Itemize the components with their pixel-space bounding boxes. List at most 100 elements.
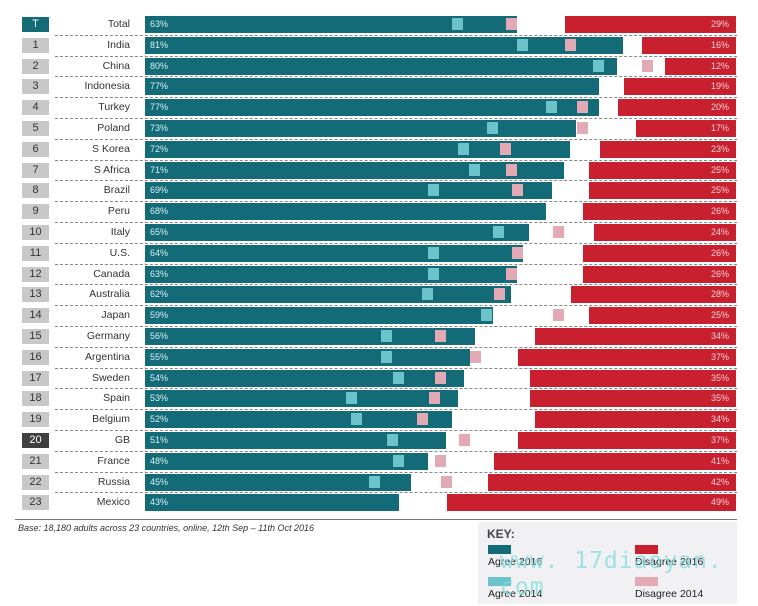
- bar-agree-2016: [145, 494, 399, 512]
- marker-agree-2014: [392, 371, 404, 384]
- value-label-agree: 63%: [150, 19, 169, 29]
- row-separator: [55, 450, 737, 452]
- row-separator: [55, 242, 737, 244]
- bar-disagree-2016: [535, 328, 736, 345]
- value-label-agree: 55%: [150, 351, 169, 362]
- marker-disagree-2014: [494, 288, 505, 301]
- marker-disagree-2014: [499, 142, 511, 155]
- value-label-agree: 63%: [150, 268, 169, 279]
- country-label: S Korea: [92, 142, 130, 155]
- bar-disagree-2016: [529, 369, 736, 387]
- bar-agree-2016: [145, 390, 458, 408]
- bar-disagree-2016: [529, 390, 736, 408]
- country-label: France: [97, 454, 130, 467]
- bar-agree-2016: [145, 473, 411, 491]
- country-label: Japan: [101, 309, 130, 322]
- row-separator: [55, 430, 737, 431]
- value-label-disagree: 37%: [710, 435, 729, 445]
- bar-disagree-2016: [641, 36, 736, 54]
- marker-disagree-2014: [429, 392, 441, 405]
- country-label: Turkey: [98, 101, 130, 114]
- rank-badge: 11: [22, 245, 49, 261]
- country-label: China: [102, 59, 130, 72]
- bar-agree-2016: [145, 244, 523, 262]
- value-label-agree: 77%: [150, 81, 169, 92]
- rank-badge: 20: [22, 433, 49, 448]
- marker-agree-2014: [493, 226, 504, 238]
- rank-badge: 12: [22, 266, 49, 282]
- country-label: Indonesia: [84, 80, 130, 93]
- value-label-disagree: 29%: [710, 19, 729, 29]
- bar-disagree-2016: [588, 182, 736, 200]
- marker-disagree-2014: [511, 246, 523, 259]
- marker-disagree-2014: [440, 475, 452, 488]
- marker-disagree-2014: [435, 454, 446, 467]
- bar-agree-2016: [145, 265, 517, 283]
- bar-agree-2016: [145, 57, 617, 75]
- value-label-disagree: 35%: [710, 393, 729, 404]
- marker-agree-2014: [386, 434, 398, 446]
- bar-agree-2016: [145, 161, 564, 179]
- row-separator: [55, 284, 737, 286]
- marker-disagree-2014: [641, 59, 653, 72]
- rank-badge: 3: [22, 79, 49, 95]
- bar-agree-2016: [145, 286, 511, 304]
- row-separator: [55, 222, 737, 223]
- rank-badge: 7: [22, 162, 49, 178]
- value-label-agree: 53%: [150, 393, 169, 404]
- bar-agree-2016: [145, 78, 600, 96]
- bar-disagree-2016: [582, 265, 736, 283]
- marker-disagree-2014: [576, 101, 588, 114]
- bar-disagree-2016: [635, 120, 736, 137]
- country-label: Canada: [93, 267, 130, 280]
- value-label-agree: 43%: [150, 497, 169, 508]
- country-label: Brazil: [103, 184, 130, 197]
- marker-agree-2014: [422, 288, 434, 301]
- rank-badge: T: [22, 17, 49, 32]
- legend-label-disagree-2016: Disagree 2016: [635, 556, 704, 568]
- rank-badge: 19: [22, 412, 49, 428]
- country-label: Russia: [97, 475, 130, 488]
- country-label: Total: [107, 18, 130, 30]
- country-label: Spain: [103, 392, 130, 405]
- value-label-disagree: 20%: [710, 102, 729, 113]
- country-label: Sweden: [92, 371, 130, 384]
- marker-agree-2014: [457, 142, 469, 155]
- bar-disagree-2016: [588, 161, 736, 179]
- marker-disagree-2014: [417, 413, 429, 426]
- rank-badge: 9: [22, 204, 49, 220]
- value-label-agree: 71%: [150, 164, 169, 175]
- country-label: GB: [114, 434, 130, 446]
- marker-agree-2014: [546, 101, 558, 114]
- bar-disagree-2016: [494, 452, 736, 470]
- marker-disagree-2014: [564, 38, 576, 51]
- rank-badge: 17: [22, 370, 49, 386]
- row-separator: [55, 305, 737, 307]
- value-label-agree: 73%: [150, 123, 169, 133]
- value-label-agree: 69%: [150, 185, 169, 196]
- row-separator: [55, 471, 737, 473]
- value-label-agree: 68%: [150, 206, 169, 217]
- row-separator: [55, 326, 737, 327]
- country-label: Argentina: [85, 350, 130, 363]
- marker-disagree-2014: [505, 163, 517, 176]
- row-separator: [55, 492, 737, 494]
- bar-agree-2016: [145, 36, 623, 54]
- legend-label-disagree-2014: Disagree 2014: [635, 588, 704, 600]
- value-label-agree: 52%: [150, 414, 169, 425]
- country-label: Italy: [110, 226, 130, 238]
- bar-agree-2016: [145, 182, 553, 200]
- marker-disagree-2014: [553, 226, 564, 238]
- marker-disagree-2014: [505, 18, 517, 30]
- legend-swatch-agree-2014: [488, 577, 511, 586]
- rank-badge: 1: [22, 37, 49, 53]
- marker-agree-2014: [369, 475, 381, 488]
- value-label-disagree: 26%: [710, 268, 729, 279]
- rank-badge: 13: [22, 287, 49, 303]
- value-label-disagree: 26%: [710, 247, 729, 258]
- value-label-disagree: 26%: [710, 206, 729, 217]
- value-label-agree: 80%: [150, 60, 169, 71]
- rank-badge: 5: [22, 121, 49, 136]
- marker-agree-2014: [428, 267, 440, 280]
